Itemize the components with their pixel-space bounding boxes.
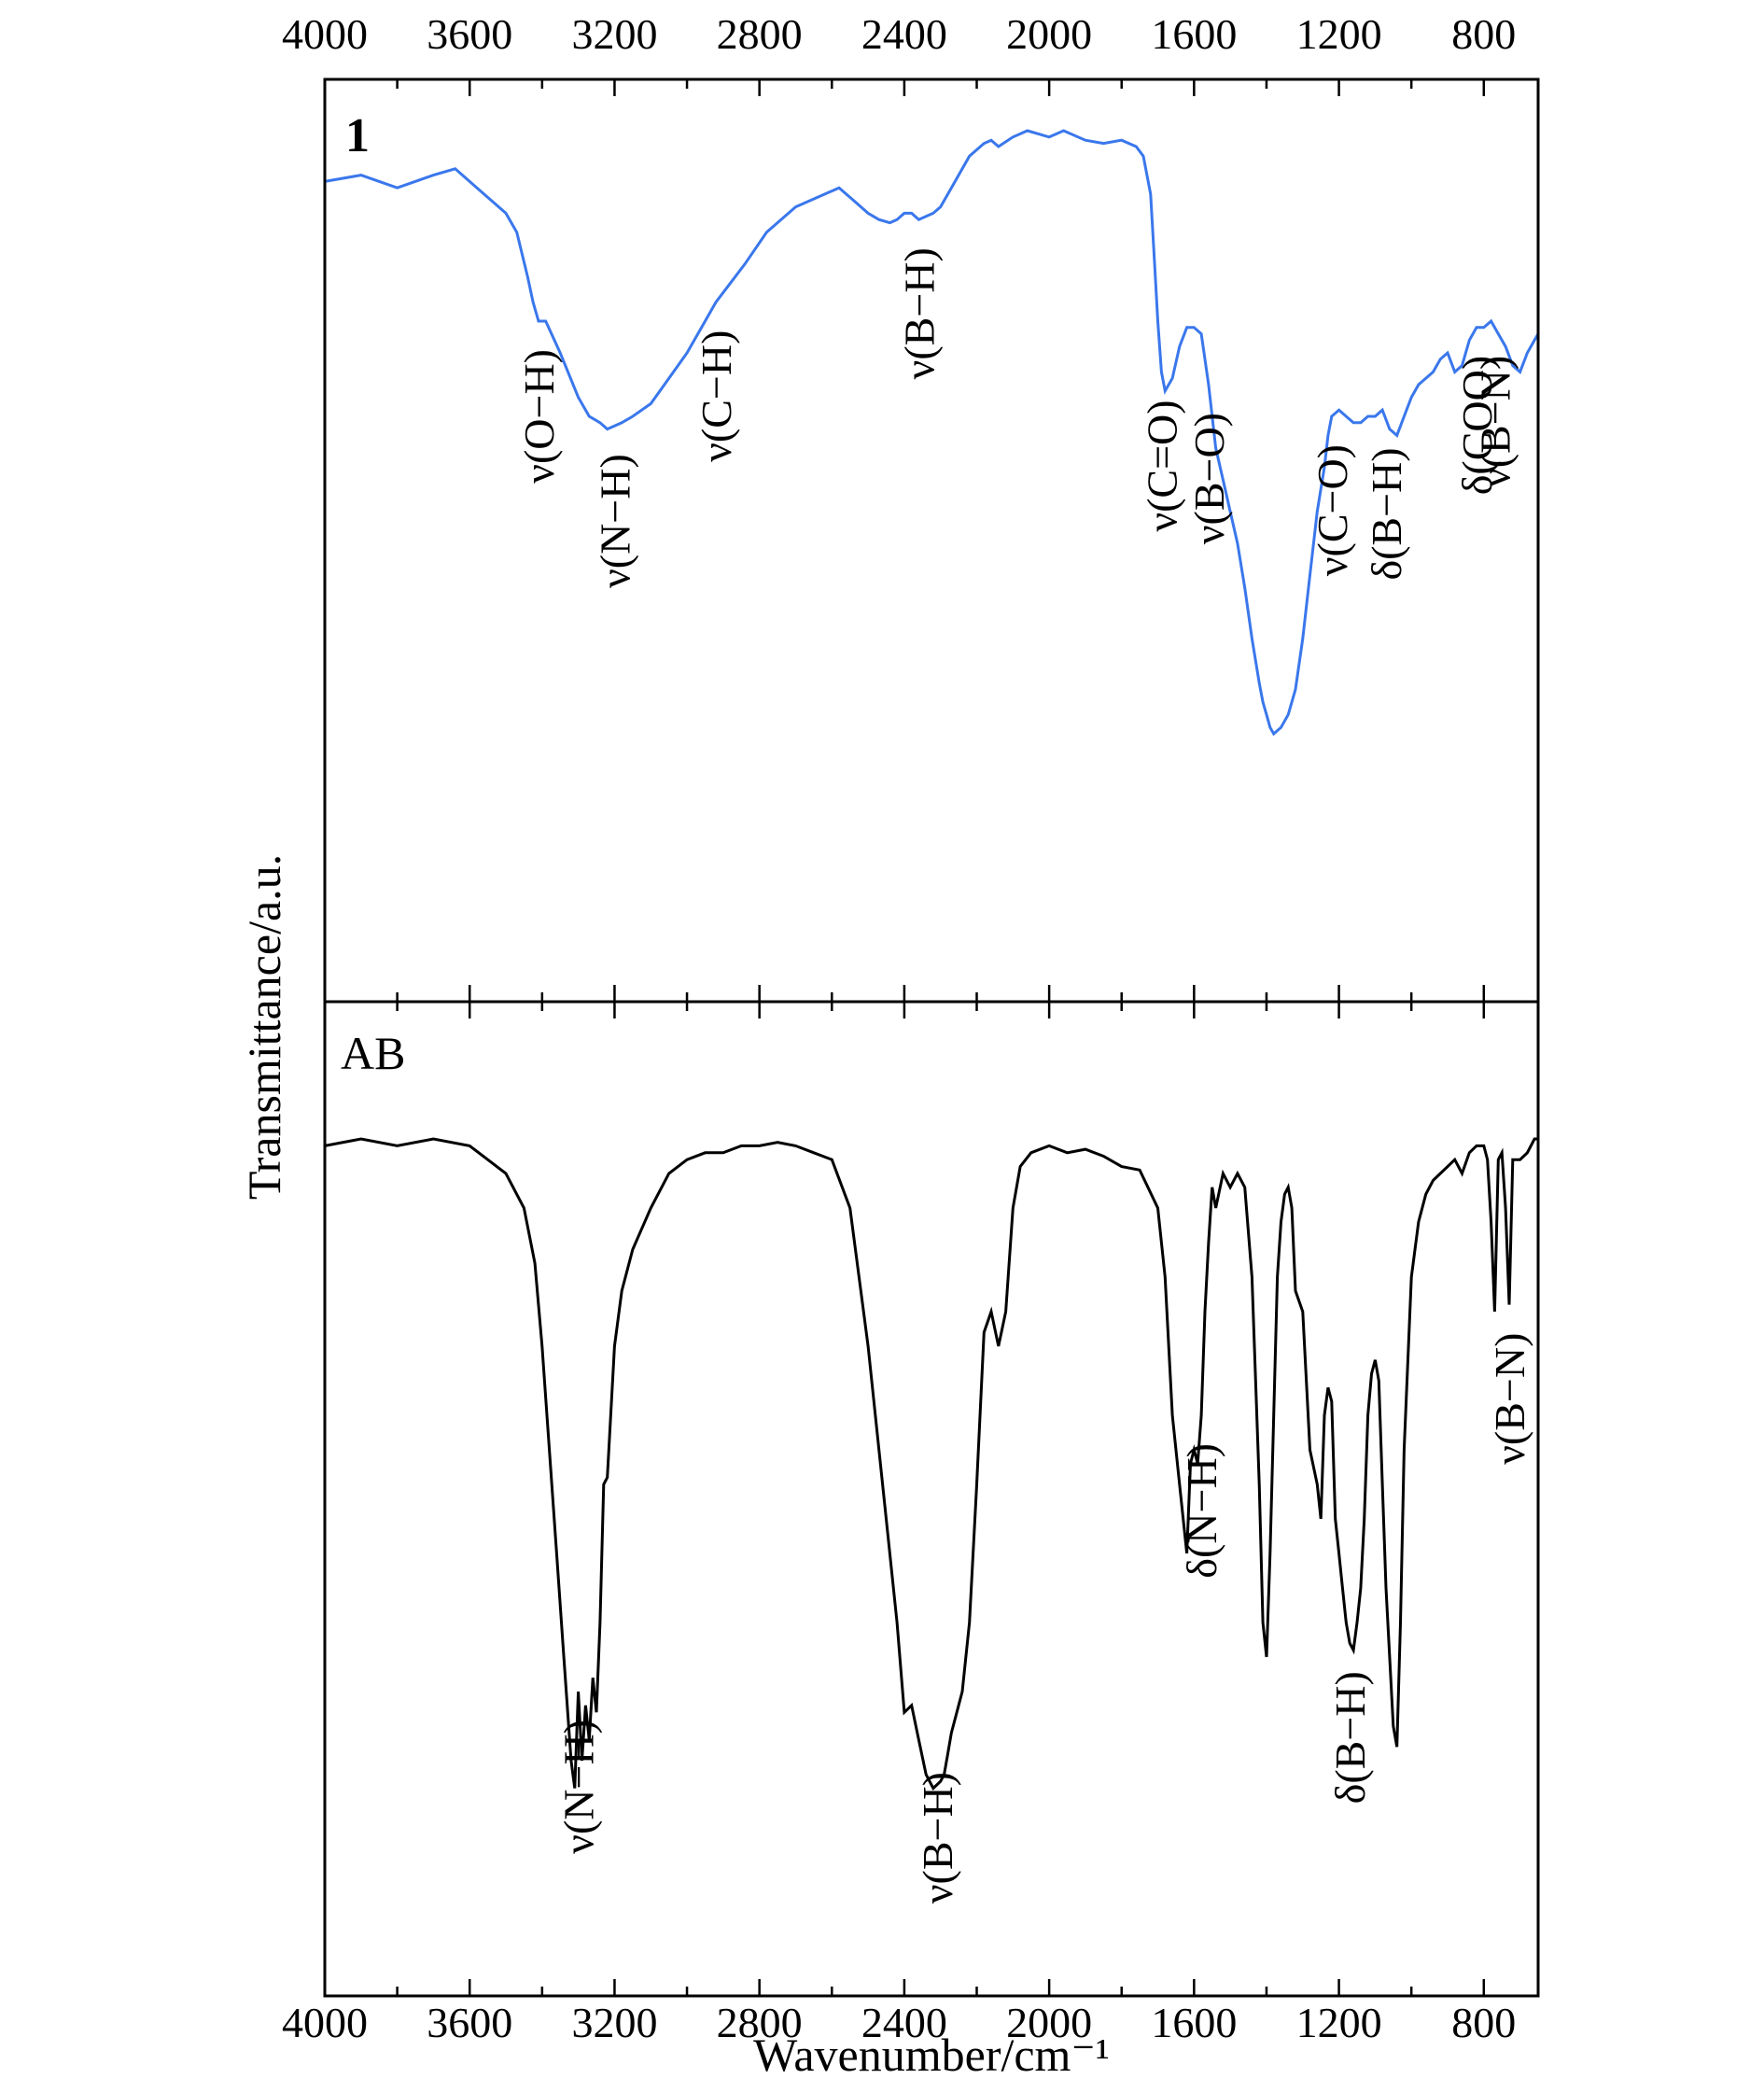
- plot-frame: [323, 77, 1540, 1998]
- bottom-tick-label: 2800: [717, 1999, 803, 2046]
- top-axis-tick-labels: 4000 3600 3200 2800 2400 2000 1600 1200 800: [282, 10, 1516, 58]
- panel-1: 1 ν(O−H) ν(N−H) ν(C−H) ν(B−H) ν(C=O) ν(B−O) ν(…: [323, 79, 1540, 1002]
- top-tick-label: 3200: [571, 10, 657, 58]
- bottom-axis-tick-labels: 4000 3600 3200 2800 2400 2000 1600 1200 800: [282, 1999, 1516, 2046]
- peak-annotation: ν(C=O): [1138, 400, 1185, 531]
- peak-annotation: ν(N−H): [591, 454, 638, 588]
- series-line-1: [324, 129, 1540, 737]
- top-tick-label: 3600: [427, 10, 512, 58]
- peak-annotation: ν(B−N): [1486, 1333, 1533, 1465]
- peak-annotation: ν(B−N): [1471, 356, 1519, 487]
- peak-annotation: δ(COO): [1453, 356, 1501, 495]
- peak-annotation: ν(O−H): [515, 349, 563, 484]
- series-line-ab: [324, 1137, 1538, 1791]
- panel-label-ab: AB: [341, 1027, 405, 1079]
- peak-annotation: δ(N−H): [1178, 1443, 1225, 1579]
- peak-annotation: ν(B−H): [895, 247, 943, 379]
- top-tick-label: 2800: [717, 10, 803, 58]
- bottom-tick-label: 1600: [1151, 1999, 1237, 2046]
- x-axis-label: Wavenumber/cm⁻¹: [753, 2029, 1110, 2079]
- peak-annotation: ν(B−O): [1185, 413, 1233, 544]
- top-tick-label: 2400: [861, 10, 947, 58]
- peak-annotation: ν(C−O): [1309, 444, 1356, 576]
- bottom-tick-label: 2000: [1006, 1999, 1092, 2046]
- bottom-tick-label: 2400: [861, 1999, 947, 2046]
- top-tick-label: 1200: [1296, 10, 1382, 58]
- bottom-tick-label: 3200: [571, 1999, 657, 2046]
- panel-ab: AB ν(N−H) ν(B−H) δ(N−H) δ(B−H) ν(B−N): [323, 1002, 1538, 1996]
- peak-annotation: ν(C−H): [693, 330, 740, 462]
- peak-annotation: δ(B−H): [1363, 447, 1410, 580]
- bottom-tick-label: 4000: [282, 1999, 368, 2046]
- top-tick-label: 800: [1451, 10, 1516, 58]
- peak-annotation: δ(B−H): [1326, 1671, 1374, 1804]
- top-tick-label: 4000: [282, 10, 368, 58]
- peak-annotation: ν(N−H): [555, 1720, 603, 1854]
- bottom-tick-label: 1200: [1296, 1999, 1382, 2046]
- bottom-tick-label: 800: [1451, 1999, 1516, 2046]
- y-axis-label: Transmittance/a.u.: [238, 854, 290, 1200]
- panel-label-1: 1: [345, 109, 370, 162]
- top-tick-label: 2000: [1006, 10, 1092, 58]
- top-tick-label: 1600: [1151, 10, 1237, 58]
- bottom-tick-label: 3600: [427, 1999, 512, 2046]
- peak-annotation: ν(B−H): [914, 1772, 961, 1903]
